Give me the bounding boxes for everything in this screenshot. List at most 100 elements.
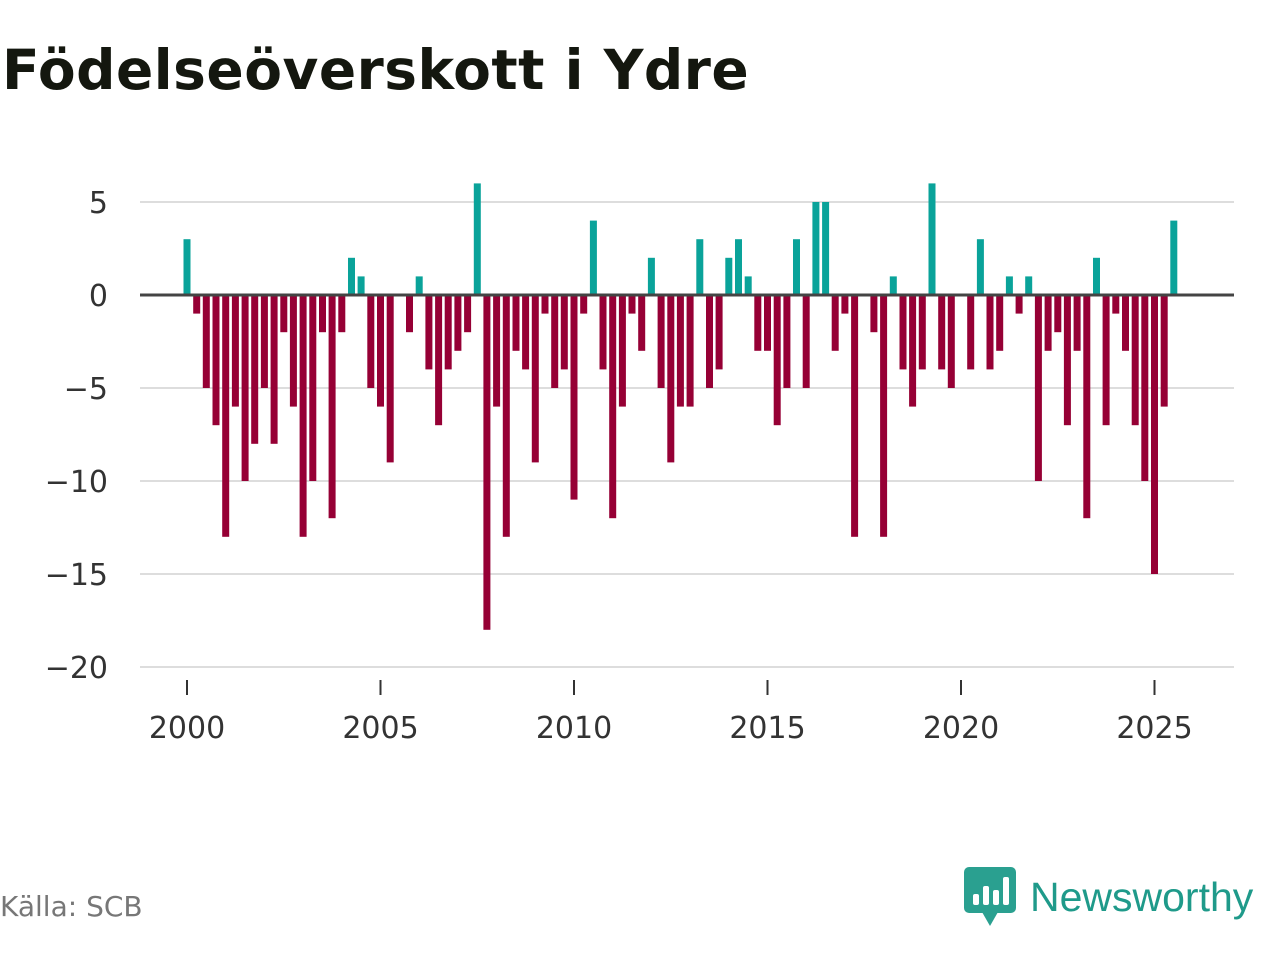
bar [502, 295, 510, 537]
bar [367, 295, 375, 388]
bar [899, 295, 907, 370]
bar [725, 257, 733, 295]
bar [618, 295, 626, 407]
x-tick-label: 2025 [1116, 711, 1192, 746]
bar [783, 295, 791, 388]
bar [589, 220, 597, 295]
bar [909, 295, 917, 407]
chart-title: Födelseöverskott i Ydre [2, 38, 750, 102]
bar [202, 295, 210, 388]
bar [1112, 295, 1120, 314]
bar [793, 239, 800, 295]
bar [676, 295, 684, 407]
bar [735, 239, 742, 295]
bar [715, 295, 723, 370]
bar [193, 295, 201, 314]
bar [531, 295, 539, 463]
bar [812, 202, 820, 295]
bar [744, 276, 752, 295]
bar [231, 295, 239, 407]
bar [841, 295, 849, 314]
bar [1093, 257, 1100, 295]
bar [338, 295, 346, 333]
bars [183, 183, 1178, 630]
y-axis: 5 0 −5 −10 −15 −20 [45, 186, 108, 686]
brand-logo: Newsworthy [964, 865, 1253, 929]
bar [802, 295, 810, 388]
bar [831, 295, 839, 351]
bar [512, 295, 520, 351]
bar [1160, 295, 1168, 407]
bar [415, 276, 423, 295]
bar [996, 295, 1004, 351]
bar [464, 295, 472, 333]
bar [1122, 295, 1129, 351]
bar [822, 202, 830, 295]
y-tick-label: 5 [89, 186, 108, 221]
x-tick-label: 2010 [536, 711, 612, 746]
source-note: Källa: SCB [0, 890, 143, 923]
bar [967, 295, 975, 370]
bar [986, 295, 994, 370]
bar [280, 295, 288, 333]
bar [1015, 295, 1023, 314]
bar [551, 295, 559, 388]
x-tick-label: 2000 [149, 711, 225, 746]
x-tick-label: 2005 [342, 711, 418, 746]
bar [251, 295, 259, 444]
bar [260, 295, 268, 388]
bar [319, 295, 326, 333]
bar [1131, 295, 1139, 426]
bar [889, 276, 897, 295]
y-tick-label: −15 [45, 558, 108, 593]
bar [386, 295, 394, 463]
bar [657, 295, 665, 388]
bar [696, 239, 704, 295]
bar [406, 295, 413, 333]
bar [473, 183, 481, 295]
bar [183, 239, 191, 295]
bar [773, 295, 781, 426]
bar [560, 295, 568, 370]
bar [1102, 295, 1110, 426]
newsworthy-logo-icon [964, 867, 1016, 926]
bar [299, 295, 307, 537]
bar [706, 295, 713, 388]
bar [1025, 276, 1033, 295]
bar [435, 295, 443, 426]
bar [599, 295, 607, 370]
x-tick-label: 2020 [923, 711, 999, 746]
bar [425, 295, 433, 370]
bar [851, 295, 859, 537]
bar [289, 295, 297, 407]
bar [938, 295, 946, 370]
x-axis: 2000 2005 2010 2015 2020 2025 [149, 680, 1193, 746]
bar [377, 295, 384, 407]
bar [870, 295, 878, 333]
bar [580, 295, 588, 314]
bar [328, 295, 336, 519]
bar [1054, 295, 1062, 333]
bar [628, 295, 636, 314]
y-tick-label: −20 [45, 651, 108, 686]
bar [483, 295, 491, 630]
bar [454, 295, 462, 351]
bar [522, 295, 530, 370]
bar [880, 295, 888, 537]
bar [222, 295, 230, 537]
bar [348, 257, 355, 295]
bar [609, 295, 617, 519]
bar [241, 295, 249, 481]
bar [976, 239, 984, 295]
brand-name: Newsworthy [1030, 873, 1254, 920]
bar [309, 295, 317, 481]
bar [667, 295, 675, 463]
bar [1063, 295, 1071, 426]
bar [947, 295, 955, 388]
bar [754, 295, 762, 351]
bar [1170, 220, 1178, 295]
bar [270, 295, 278, 444]
bar [541, 295, 549, 314]
bar [493, 295, 501, 407]
bar [638, 295, 646, 351]
